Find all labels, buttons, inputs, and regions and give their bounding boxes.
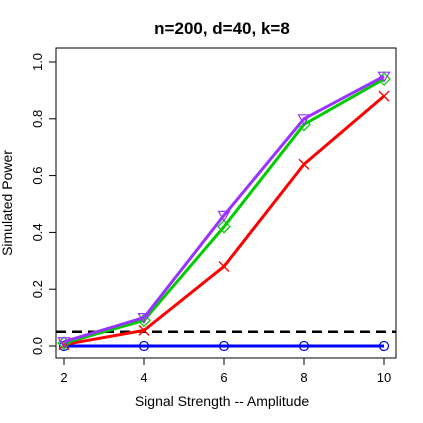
y-tick-label: 0.4 xyxy=(30,223,45,241)
data-point xyxy=(378,90,390,102)
data-point xyxy=(218,260,230,272)
data-point xyxy=(138,324,150,336)
y-tick-label: 1.0 xyxy=(30,53,45,71)
data-point xyxy=(298,340,310,352)
y-tick-label: 0.0 xyxy=(30,337,45,355)
series-1 xyxy=(58,340,390,352)
plot-frame xyxy=(55,47,397,359)
data-point xyxy=(137,313,151,325)
y-tick-label: 0.2 xyxy=(30,280,45,298)
x-tick-label: 2 xyxy=(60,370,67,385)
y-axis-label: Simulated Power xyxy=(0,150,15,256)
data-point xyxy=(298,158,310,170)
x-tick-label: 4 xyxy=(140,370,147,385)
x-tick-label: 10 xyxy=(377,370,391,385)
series-group xyxy=(57,71,391,352)
x-tick-label: 6 xyxy=(220,370,227,385)
data-point xyxy=(138,340,150,352)
data-point xyxy=(297,114,311,126)
data-point xyxy=(217,210,231,223)
data-point xyxy=(57,337,71,349)
data-point xyxy=(217,219,231,234)
data-point xyxy=(378,340,390,352)
x-axis: 2 4 6 8 10 xyxy=(60,358,391,385)
series-4 xyxy=(57,71,391,349)
data-point xyxy=(218,340,230,352)
y-axis: 0.0 0.2 0.4 0.6 0.8 1.0 xyxy=(30,53,56,355)
series-line xyxy=(63,74,385,344)
y-tick-label: 0.8 xyxy=(30,110,45,128)
x-tick-label: 8 xyxy=(300,370,307,385)
x-axis-label: Signal Strength -- Amplitude xyxy=(135,393,310,409)
data-point xyxy=(377,71,391,83)
series-line xyxy=(63,77,385,345)
series-2 xyxy=(58,90,390,351)
chart-title: n=200, d=40, k=8 xyxy=(154,19,290,38)
y-tick-label: 0.6 xyxy=(30,167,45,185)
